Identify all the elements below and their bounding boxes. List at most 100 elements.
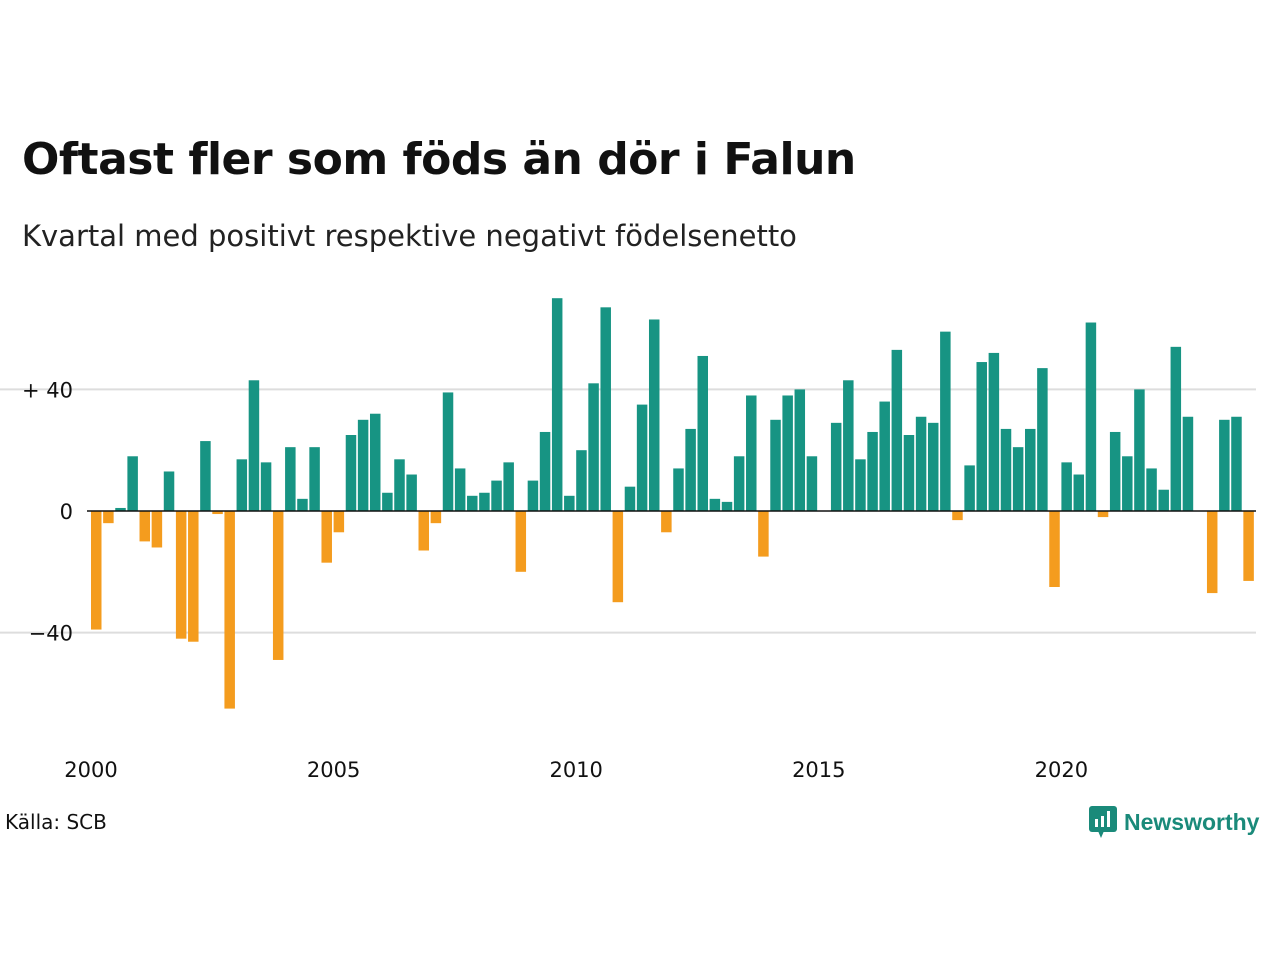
x-tick-label: 2005 bbox=[307, 758, 360, 782]
bar-2006-q1 bbox=[382, 492, 393, 511]
bars bbox=[91, 298, 1254, 709]
newsworthy-logo-text: Newsworthy bbox=[1124, 808, 1260, 835]
x-tick-label: 2000 bbox=[64, 758, 117, 782]
bar-2018-q3 bbox=[988, 352, 1000, 511]
bar-2001-q3 bbox=[163, 471, 175, 511]
bar-2020-q2 bbox=[1073, 474, 1085, 511]
bar-2018-q1 bbox=[964, 465, 975, 511]
bar-2000-q2 bbox=[103, 511, 114, 524]
bar-2021-q3 bbox=[1134, 389, 1145, 511]
bar-2002-q1 bbox=[188, 511, 199, 642]
bar-2022-q1 bbox=[1158, 489, 1169, 511]
bar-2006-q4 bbox=[418, 511, 430, 551]
bar-2008-q2 bbox=[491, 480, 502, 511]
bar-2013-q1 bbox=[721, 501, 733, 511]
bar-2002-q4 bbox=[224, 511, 235, 709]
bar-2003-q4 bbox=[272, 511, 284, 660]
bar-2023-q4 bbox=[1243, 511, 1254, 581]
bar-2004-q3 bbox=[309, 447, 320, 511]
bar-2005-q4 bbox=[369, 413, 381, 511]
bar-2007-q1 bbox=[430, 511, 442, 524]
bar-2021-q1 bbox=[1109, 431, 1121, 511]
bar-2017-q2 bbox=[927, 422, 939, 511]
bar-2015-q2 bbox=[830, 422, 842, 511]
bar-2011-q2 bbox=[636, 404, 648, 511]
bar-2012-q2 bbox=[685, 428, 696, 511]
bar-2010-q2 bbox=[588, 383, 599, 511]
bar-2014-q4 bbox=[806, 456, 818, 511]
bar-2022-q2 bbox=[1170, 346, 1182, 511]
bar-chart: −40 0 + 40 2000 2005 2010 2015 2020 bbox=[0, 298, 1256, 782]
chart-title: Oftast fler som föds än dör i Falun bbox=[22, 134, 856, 185]
bar-2019-q1 bbox=[1012, 447, 1024, 511]
bar-2016-q4 bbox=[903, 435, 915, 511]
bar-2015-q3 bbox=[843, 380, 854, 511]
bar-2016-q3 bbox=[891, 349, 903, 511]
bar-2001-q1 bbox=[139, 511, 151, 542]
newsworthy-logo[interactable]: Newsworthy bbox=[1088, 804, 1259, 840]
bar-2005-q2 bbox=[345, 435, 357, 511]
bar-2021-q2 bbox=[1122, 456, 1133, 511]
bar-2010-q3 bbox=[600, 307, 611, 511]
source-note: Källa: SCB bbox=[5, 810, 107, 834]
bar-2020-q3 bbox=[1085, 322, 1097, 511]
bar-2022-q3 bbox=[1182, 416, 1194, 511]
y-tick-labels: −40 0 + 40 bbox=[22, 378, 73, 645]
bar-2019-q4 bbox=[1049, 511, 1060, 587]
bar-2006-q2 bbox=[394, 459, 405, 511]
bar-2017-q3 bbox=[940, 331, 951, 511]
bar-2014-q1 bbox=[770, 419, 781, 511]
bar-2019-q3 bbox=[1037, 368, 1048, 511]
bar-2008-q3 bbox=[503, 462, 514, 511]
x-tick-label: 2010 bbox=[549, 758, 602, 782]
bar-2004-q2 bbox=[297, 498, 308, 511]
bar-2009-q2 bbox=[539, 431, 551, 511]
bar-2023-q1 bbox=[1206, 511, 1218, 594]
bar-2015-q4 bbox=[855, 459, 866, 511]
y-tick-label: + 40 bbox=[22, 378, 73, 402]
bar-2003-q2 bbox=[248, 380, 260, 511]
bar-2012-q4 bbox=[709, 498, 721, 511]
bar-2004-q1 bbox=[285, 447, 296, 511]
bar-2018-q2 bbox=[976, 362, 987, 511]
bar-2013-q2 bbox=[733, 456, 745, 511]
bar-2017-q4 bbox=[952, 511, 963, 521]
bar-2003-q3 bbox=[260, 462, 272, 511]
bar-2018-q4 bbox=[1000, 428, 1012, 511]
x-tick-labels: 2000 2005 2010 2015 2020 bbox=[64, 758, 1088, 782]
bar-2020-q4 bbox=[1097, 511, 1109, 518]
bar-2002-q3 bbox=[212, 511, 223, 515]
bar-2011-q4 bbox=[661, 511, 672, 533]
bar-2005-q1 bbox=[333, 511, 345, 533]
bar-2010-q1 bbox=[576, 450, 587, 511]
bar-2000-q3 bbox=[115, 507, 126, 511]
bar-2023-q2 bbox=[1219, 419, 1230, 511]
bar-2023-q3 bbox=[1231, 416, 1242, 511]
bar-2016-q1 bbox=[867, 431, 878, 511]
bar-2008-q4 bbox=[515, 511, 527, 572]
bar-2012-q1 bbox=[673, 468, 684, 511]
bar-2016-q2 bbox=[879, 401, 890, 511]
bar-2007-q4 bbox=[467, 495, 478, 511]
y-tick-label: −40 bbox=[29, 622, 73, 646]
bar-2020-q1 bbox=[1061, 462, 1072, 511]
bar-2001-q2 bbox=[151, 511, 163, 548]
newsworthy-logo-icon bbox=[1089, 806, 1117, 838]
bar-2009-q1 bbox=[527, 480, 539, 511]
bar-2021-q4 bbox=[1146, 468, 1157, 511]
bar-2013-q3 bbox=[746, 395, 757, 511]
x-tick-label: 2015 bbox=[792, 758, 845, 782]
bar-2009-q3 bbox=[551, 298, 563, 511]
x-tick-label: 2020 bbox=[1035, 758, 1088, 782]
bar-2019-q2 bbox=[1025, 428, 1036, 511]
bar-2000-q4 bbox=[127, 456, 138, 511]
bar-2006-q3 bbox=[406, 474, 417, 511]
bar-2013-q4 bbox=[758, 511, 769, 557]
bar-2011-q1 bbox=[624, 486, 636, 511]
bar-2014-q2 bbox=[782, 395, 793, 511]
bar-2014-q3 bbox=[794, 389, 806, 511]
bar-2012-q3 bbox=[697, 355, 708, 511]
bar-2009-q4 bbox=[564, 495, 575, 511]
chart-subtitle: Kvartal med positivt respektive negativt… bbox=[22, 219, 797, 253]
bar-2002-q2 bbox=[200, 441, 211, 511]
